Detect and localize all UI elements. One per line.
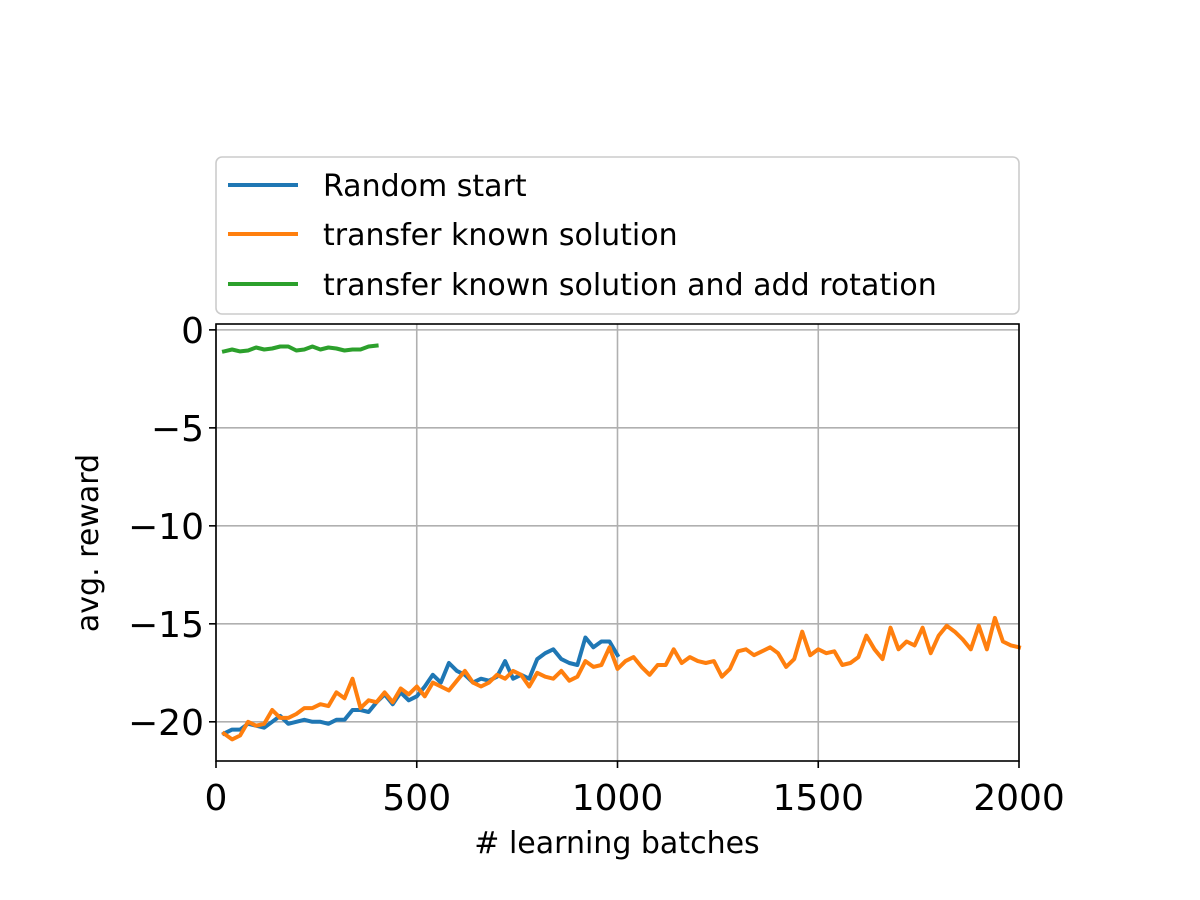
x-tick-label: 0 (205, 778, 228, 819)
series-line-3 (221, 343, 379, 354)
x-tick-label: 500 (382, 778, 451, 819)
legend-label-2: transfer known solution (323, 218, 678, 253)
legend: Random start transfer known solution trans… (215, 156, 1020, 315)
series-group (221, 343, 1022, 742)
x-tick-label: 1500 (772, 778, 864, 819)
y-tick-label: −20 (128, 703, 204, 744)
legend-label-1: Random start (323, 169, 527, 204)
y-tick-label: −5 (151, 409, 204, 450)
x-tick-label: 2000 (973, 778, 1065, 819)
axis-ticks: 0 500 1000 1500 2000 0 −5 −10 −15 −20 (128, 311, 1065, 819)
y-tick-label: −15 (128, 605, 204, 646)
x-tick-label: 1000 (572, 778, 664, 819)
x-axis-label: # learning batches (474, 826, 759, 861)
legend-label-3: transfer known solution and add rotation (323, 268, 937, 303)
legend-box (215, 156, 1020, 315)
series-line-2 (221, 615, 1022, 742)
y-tick-label: 0 (181, 311, 204, 352)
y-axis-label: avg. reward (71, 454, 106, 632)
y-tick-label: −10 (128, 507, 204, 548)
